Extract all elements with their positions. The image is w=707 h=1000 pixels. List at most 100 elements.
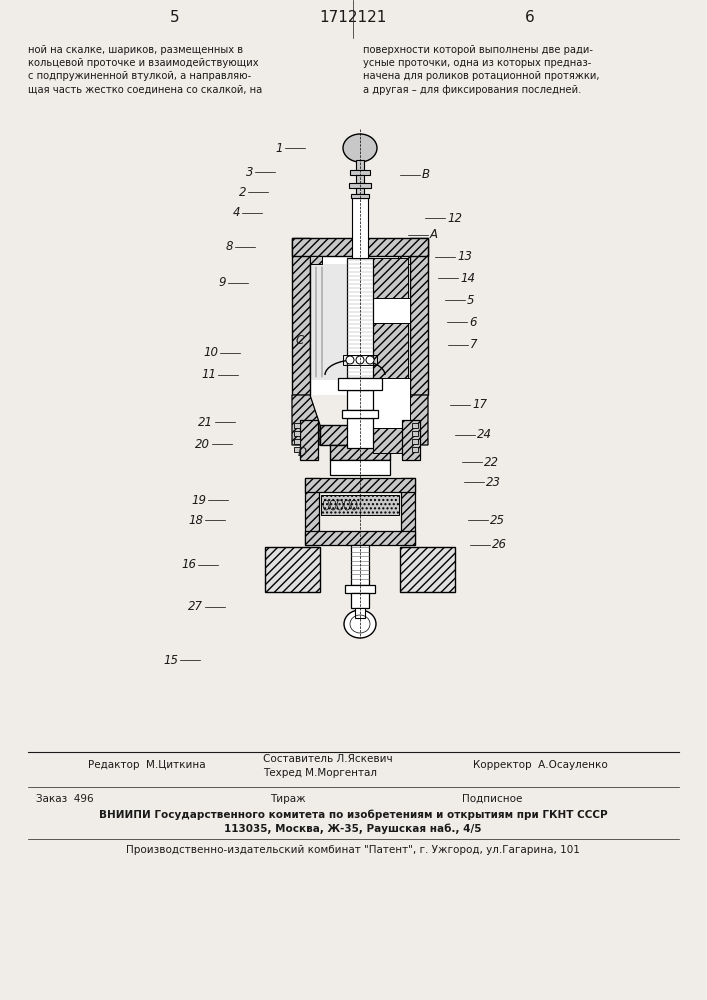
Bar	[330, 460, 390, 475]
Ellipse shape	[366, 356, 374, 364]
Bar	[351, 593, 369, 608]
Bar	[321, 495, 399, 515]
Text: 24: 24	[477, 428, 492, 442]
Text: 7: 7	[470, 338, 477, 352]
Text: 26: 26	[492, 538, 507, 552]
Bar	[294, 431, 300, 436]
Text: Редактор  М.Циткина: Редактор М.Циткина	[88, 760, 206, 770]
Text: Заказ  496: Заказ 496	[36, 794, 93, 804]
Text: 6: 6	[525, 10, 535, 25]
Bar	[412, 439, 418, 444]
Bar	[310, 256, 410, 395]
Text: 11: 11	[201, 368, 216, 381]
Text: 14: 14	[460, 271, 475, 284]
Bar	[356, 175, 364, 183]
Text: 6: 6	[469, 316, 477, 328]
Text: 23: 23	[486, 476, 501, 488]
Text: Составитель Л.Яскевич: Составитель Л.Яскевич	[263, 754, 392, 764]
Text: 4: 4	[233, 207, 240, 220]
Bar	[338, 378, 382, 390]
Text: Тираж: Тираж	[270, 794, 305, 804]
Bar	[373, 378, 410, 428]
Bar	[412, 423, 418, 428]
Bar	[310, 264, 355, 380]
Text: Производственно-издательский комбинат "Патент", г. Ужгород, ул.Гагарина, 101: Производственно-издательский комбинат "П…	[126, 845, 580, 855]
Ellipse shape	[346, 356, 354, 364]
Bar	[320, 425, 400, 445]
Bar	[412, 431, 418, 436]
Ellipse shape	[356, 356, 364, 364]
Ellipse shape	[344, 610, 376, 638]
Text: 113035, Москва, Ж-35, Раушская наб., 4/5: 113035, Москва, Ж-35, Раушская наб., 4/5	[224, 824, 481, 834]
Bar	[373, 323, 408, 378]
Text: 1712121: 1712121	[320, 10, 387, 25]
Text: 2: 2	[238, 186, 246, 198]
Text: 3: 3	[245, 165, 253, 178]
Bar	[410, 238, 428, 395]
Text: 13: 13	[457, 250, 472, 263]
Text: 1: 1	[276, 141, 283, 154]
Text: 8: 8	[226, 240, 233, 253]
Text: 27: 27	[188, 600, 203, 613]
Bar	[294, 423, 300, 428]
Text: 20: 20	[195, 438, 210, 450]
Bar	[356, 160, 364, 170]
Bar	[347, 418, 373, 448]
Bar	[412, 447, 418, 452]
Bar	[373, 298, 410, 323]
Bar	[305, 478, 415, 492]
Text: 18: 18	[188, 514, 203, 526]
Bar	[350, 170, 370, 175]
Bar	[355, 608, 365, 618]
Bar	[345, 585, 375, 593]
Text: поверхности которой выполнены две ради-
усные проточки, одна из которых предназ-: поверхности которой выполнены две ради- …	[363, 45, 600, 95]
Bar	[347, 258, 373, 378]
Text: ВНИИПИ Государственного комитета по изобретениям и открытиям при ГКНТ СССР: ВНИИПИ Государственного комитета по изоб…	[99, 810, 607, 820]
Text: Подписное: Подписное	[462, 794, 522, 804]
Text: B: B	[422, 168, 430, 182]
Bar	[373, 258, 408, 298]
Text: 25: 25	[490, 514, 505, 526]
Bar	[400, 547, 455, 592]
Text: 12: 12	[447, 212, 462, 225]
Bar	[292, 238, 310, 395]
Bar	[352, 198, 368, 258]
Text: 16: 16	[181, 558, 196, 572]
Text: 5: 5	[170, 10, 180, 25]
Bar	[356, 188, 364, 194]
Text: Техред М.Моргентал: Техред М.Моргентал	[263, 768, 377, 778]
Text: Корректор  А.Осауленко: Корректор А.Осауленко	[473, 760, 608, 770]
Text: C: C	[296, 334, 304, 347]
Bar	[330, 445, 390, 460]
Bar	[305, 531, 415, 545]
Text: 9: 9	[218, 276, 226, 290]
Bar	[294, 439, 300, 444]
Text: 22: 22	[484, 456, 499, 468]
Bar	[351, 545, 369, 585]
Text: 17: 17	[472, 398, 487, 412]
Ellipse shape	[343, 134, 377, 162]
Bar	[305, 478, 319, 545]
Text: 19: 19	[191, 493, 206, 506]
Bar	[292, 238, 428, 256]
Bar	[349, 183, 371, 188]
Bar	[401, 478, 415, 545]
Bar	[310, 256, 322, 264]
Text: 21: 21	[198, 416, 213, 428]
Text: 5: 5	[467, 294, 474, 306]
Text: ной на скалке, шариков, размещенных в
кольцевой проточке и взаимодействующих
с п: ной на скалке, шариков, размещенных в ко…	[28, 45, 262, 95]
Bar	[373, 428, 408, 453]
Bar	[343, 355, 377, 365]
Bar	[265, 547, 320, 592]
Polygon shape	[292, 395, 320, 445]
Bar	[342, 410, 378, 418]
Bar	[347, 390, 373, 410]
Bar	[398, 256, 410, 264]
Bar	[351, 194, 369, 198]
Text: D: D	[298, 446, 307, 460]
Bar	[294, 447, 300, 452]
Text: 15: 15	[163, 654, 178, 666]
Text: A: A	[430, 229, 438, 241]
Polygon shape	[400, 395, 428, 445]
Bar	[402, 420, 420, 460]
